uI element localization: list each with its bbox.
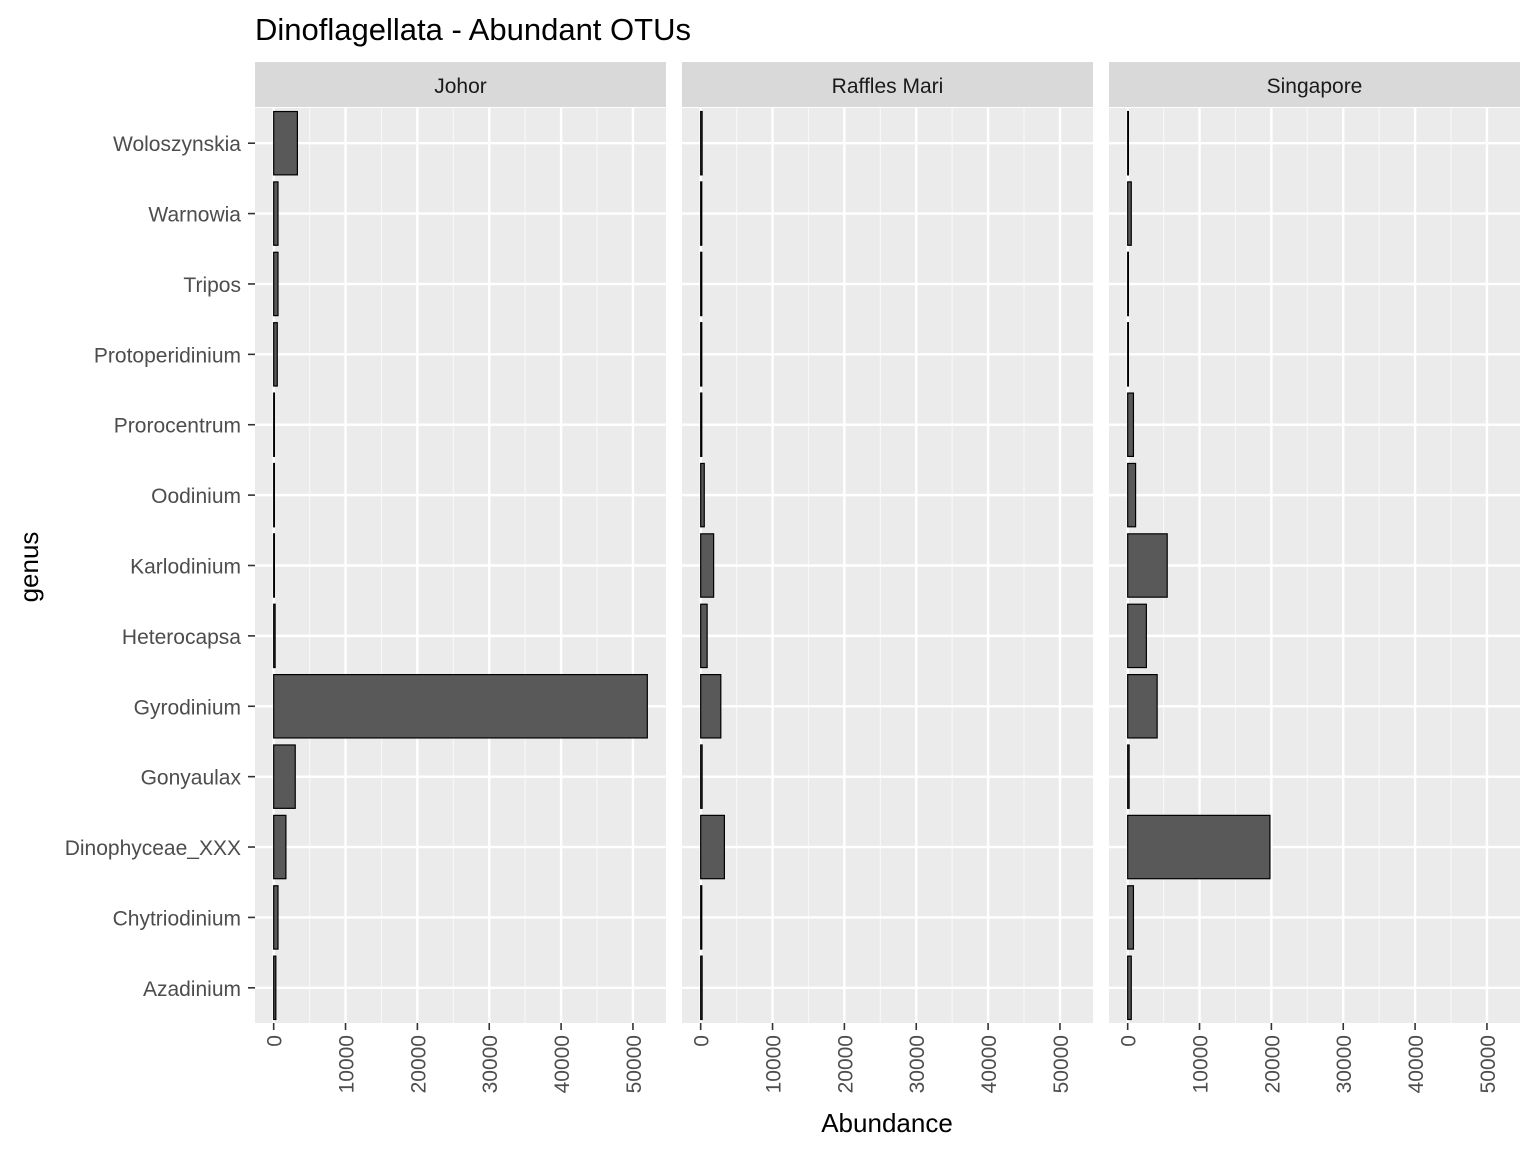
y-tick-label: Heterocapsa (122, 626, 241, 649)
bar (1127, 603, 1147, 669)
facet-strip-label: Singapore (1267, 75, 1363, 98)
y-tick-label: Gyrodinium (134, 696, 241, 719)
bar (273, 603, 276, 669)
y-axis-label: genus (14, 532, 44, 603)
x-tick-label: 40000 (1405, 1035, 1428, 1093)
x-tick-label: 20000 (1261, 1035, 1284, 1093)
y-tick-label: Azadinium (143, 978, 241, 1001)
bar (1127, 814, 1271, 880)
x-tick-label: 30000 (1333, 1035, 1356, 1093)
bar (273, 673, 648, 739)
x-tick-label: 30000 (479, 1035, 502, 1093)
facet-strip-label: Johor (434, 75, 487, 98)
bar (700, 744, 703, 809)
bar (700, 955, 703, 1021)
x-axis-label: Abundance (821, 1108, 953, 1138)
y-tick-label: Protoperidinium (94, 344, 241, 367)
x-tick-label: 0 (691, 1035, 714, 1047)
bar (273, 533, 276, 598)
x-tick-label: 20000 (407, 1035, 430, 1093)
bar (1127, 955, 1132, 1021)
bar (700, 673, 722, 739)
y-tick-label: Tripos (183, 274, 241, 297)
bar (700, 392, 703, 458)
bar (273, 955, 277, 1021)
bar (700, 462, 705, 528)
x-tick-label: 50000 (1477, 1035, 1500, 1093)
bar (1127, 533, 1168, 598)
y-tick-label: Gonyaulax (141, 767, 242, 790)
bar (1127, 462, 1137, 528)
bar (273, 744, 296, 809)
bar (273, 814, 287, 880)
chart-title: Dinoflagellata - Abundant OTUs (255, 12, 691, 47)
x-tick-label: 20000 (834, 1035, 857, 1093)
bar (1127, 181, 1132, 246)
bar (1127, 110, 1130, 176)
bar (700, 322, 703, 387)
bar (273, 110, 298, 176)
facet-strip (682, 62, 1093, 107)
x-tick-label: 0 (1118, 1035, 1141, 1047)
facet-strip (255, 62, 666, 107)
x-tick-label: 40000 (551, 1035, 574, 1093)
x-tick-label: 50000 (623, 1035, 646, 1093)
y-tick-label: Chytriodinium (113, 907, 241, 930)
bar (273, 462, 276, 528)
bar (273, 322, 278, 387)
bar (700, 251, 703, 317)
y-tick-label: Dinophyceae_XXX (65, 837, 241, 860)
x-tick-label: 50000 (1050, 1035, 1073, 1093)
x-tick-label: 30000 (906, 1035, 929, 1093)
y-tick-label: Karlodinium (130, 556, 241, 579)
bar (700, 603, 708, 669)
bar (273, 392, 276, 458)
bar (273, 251, 279, 317)
facet-strip-label: Raffles Mari (832, 75, 944, 98)
bar (700, 533, 715, 598)
bar (1127, 251, 1130, 317)
bar (700, 110, 703, 176)
plot-layer: Johor 0 10000 20000 30000 40000 50000 Woloszyns… (65, 62, 1520, 1093)
y-tick-label: Woloszynskia (113, 133, 241, 156)
bar (700, 814, 725, 880)
bar (1127, 744, 1130, 809)
facet-strip (1109, 62, 1520, 107)
bar (273, 181, 279, 246)
x-tick-label: 10000 (1190, 1035, 1213, 1093)
y-tick-label: Oodinium (151, 485, 241, 508)
x-tick-label: 10000 (763, 1035, 786, 1093)
bar (700, 181, 703, 246)
bar (1127, 322, 1130, 387)
x-tick-label: 0 (264, 1035, 287, 1047)
bar (1127, 392, 1135, 458)
x-tick-label: 10000 (336, 1035, 359, 1093)
bar (1127, 673, 1158, 739)
x-tick-label: 40000 (978, 1035, 1001, 1093)
y-tick-label: Prorocentrum (114, 415, 241, 438)
bar (273, 885, 279, 950)
bar (1127, 885, 1135, 950)
bar (700, 885, 703, 950)
y-tick-label: Warnowia (148, 204, 241, 227)
